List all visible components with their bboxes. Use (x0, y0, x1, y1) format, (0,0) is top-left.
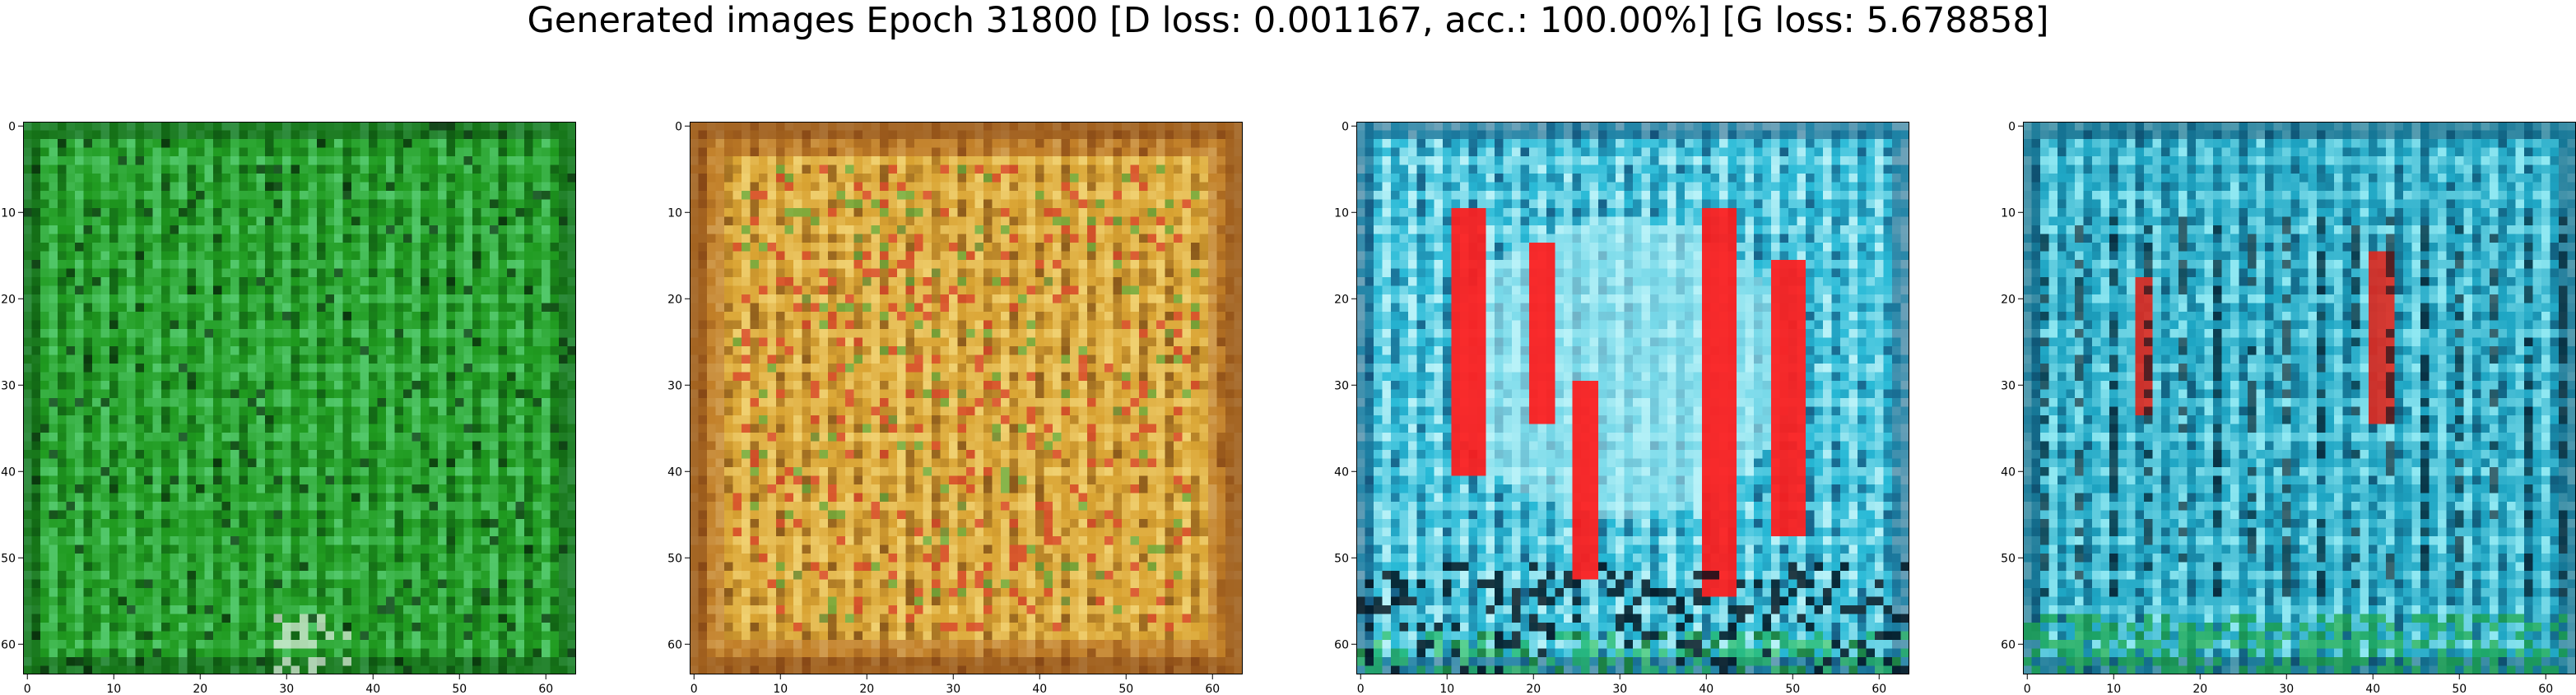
y-tick-label: 10 (2001, 206, 2016, 220)
x-tick-label: 60 (1872, 683, 1886, 695)
y-tick-label: 30 (1334, 379, 1349, 392)
x-tick-label: 30 (2279, 683, 2294, 695)
y-tick-label: 0 (8, 120, 16, 133)
y-tick-label: 60 (667, 638, 682, 651)
x-tick-label: 40 (1032, 683, 1047, 695)
y-tick-label: 20 (1334, 293, 1349, 306)
x-tick-label: 10 (2106, 683, 2121, 695)
x-tick-label: 10 (773, 683, 788, 695)
y-tick-label: 60 (1, 638, 16, 651)
y-tick-label: 50 (1, 552, 16, 565)
generated-image-1-frame (23, 122, 576, 674)
x-tick-label: 30 (1612, 683, 1627, 695)
y-tick-label: 40 (1, 466, 16, 479)
panel-4: 0 10 20 30 40 50 60 0 10 20 30 40 50 60 (2001, 120, 2576, 695)
x-tick-label: 40 (1699, 683, 1713, 695)
generated-image-4: 0 10 20 30 40 50 60 0 10 20 30 40 50 60 (2001, 120, 2576, 695)
y-tick-label: 20 (2001, 293, 2016, 306)
y-tick-label: 50 (667, 552, 682, 565)
x-tick-label: 20 (193, 683, 207, 695)
y-tick-label: 30 (1, 379, 16, 392)
x-tick-label: 60 (1205, 683, 1220, 695)
y-tick-label: 50 (2001, 552, 2016, 565)
generated-image-3-frame (1356, 122, 1909, 674)
y-tick-label: 30 (2001, 379, 2016, 392)
generated-image-3-pixels (1356, 122, 1909, 674)
x-tick-label: 10 (106, 683, 121, 695)
y-tick-label: 10 (1334, 206, 1349, 220)
x-tick-label: 20 (859, 683, 874, 695)
y-tick-label: 60 (1334, 638, 1349, 651)
x-tick-label: 0 (1357, 683, 1365, 695)
y-tick-label: 0 (1341, 120, 1349, 133)
x-tick-label: 30 (946, 683, 960, 695)
x-tick-label: 0 (2024, 683, 2031, 695)
y-tick-label: 0 (2008, 120, 2016, 133)
x-tick-label: 20 (1526, 683, 1541, 695)
figure-title: Generated images Epoch 31800 [D loss: 0.… (527, 0, 2049, 41)
x-tick-label: 30 (279, 683, 294, 695)
x-tick-label: 60 (2538, 683, 2553, 695)
generated-image-4-pixels (2023, 122, 2576, 674)
x-tick-label: 60 (538, 683, 553, 695)
x-tick-label: 50 (452, 683, 467, 695)
x-tick-label: 40 (2365, 683, 2380, 695)
panel-2: 0 10 20 30 40 50 60 0 10 20 30 40 50 60 (667, 120, 1243, 695)
x-tick-label: 50 (2452, 683, 2467, 695)
x-tick-label: 10 (1439, 683, 1454, 695)
y-tick-label: 0 (675, 120, 682, 133)
y-tick-label: 50 (1334, 552, 1349, 565)
generated-image-2-pixels (690, 122, 1243, 674)
y-tick-label: 40 (2001, 466, 2016, 479)
y-tick-label: 20 (1, 293, 16, 306)
x-tick-label: 40 (365, 683, 380, 695)
x-tick-label: 50 (1118, 683, 1133, 695)
y-tick-label: 10 (667, 206, 682, 220)
x-tick-label: 0 (690, 683, 698, 695)
x-tick-label: 20 (2192, 683, 2207, 695)
panel-1: 0 10 20 30 40 50 60 0 10 20 30 40 50 60 (1, 120, 576, 695)
y-tick-label: 40 (667, 466, 682, 479)
y-tick-label: 40 (1334, 466, 1349, 479)
y-tick-label: 30 (667, 379, 682, 392)
generated-image-2-frame (690, 122, 1243, 674)
x-tick-label: 0 (24, 683, 31, 695)
y-tick-label: 10 (1, 206, 16, 220)
generated-image-1: 0 10 20 30 40 50 60 0 10 20 30 40 50 60 (1, 120, 576, 695)
x-tick-label: 50 (1785, 683, 1800, 695)
y-tick-label: 60 (2001, 638, 2016, 651)
generated-image-1-pixels (23, 122, 576, 674)
generated-image-2: 0 10 20 30 40 50 60 0 10 20 30 40 50 60 (667, 120, 1243, 695)
generated-image-3: 0 10 20 30 40 50 60 0 10 20 30 40 50 60 (1334, 120, 1909, 695)
y-tick-label: 20 (667, 293, 682, 306)
panel-3: 0 10 20 30 40 50 60 0 10 20 30 40 50 60 (1334, 120, 1909, 695)
